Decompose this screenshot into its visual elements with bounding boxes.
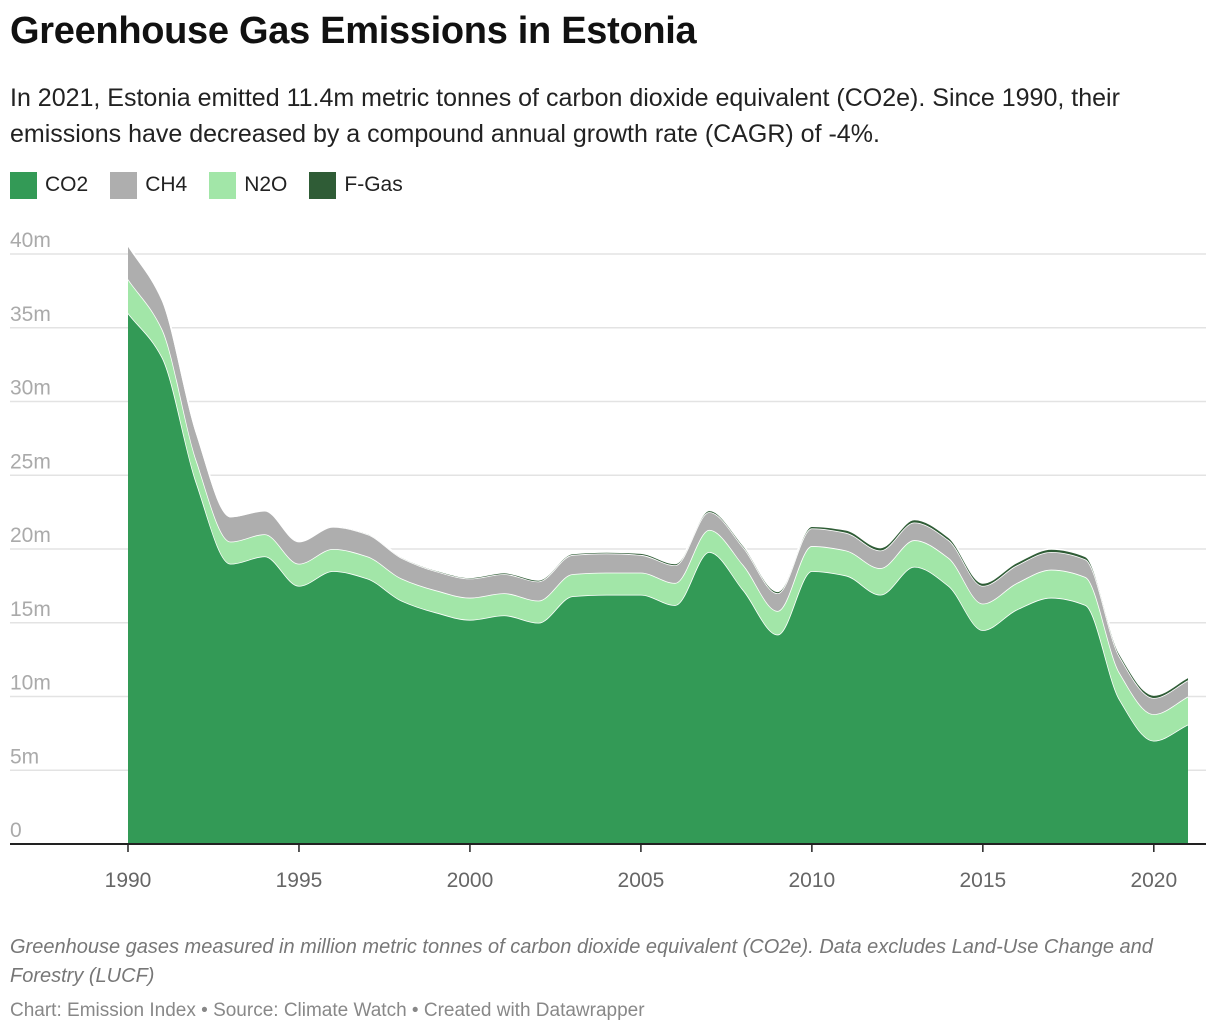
legend-item-n2o: N2O xyxy=(209,171,288,199)
legend-label-fgas: F-Gas xyxy=(344,173,403,196)
legend-swatch-co2 xyxy=(10,171,37,199)
y-tick-label: 15m xyxy=(10,598,51,621)
legend-item-fgas: F-Gas xyxy=(309,171,403,199)
x-axis: 1990 1995 2000 2005 2010 2015 2020 xyxy=(10,843,1206,892)
legend-label-n2o: N2O xyxy=(244,173,288,196)
x-tick-label: 2000 xyxy=(447,869,494,892)
legend-item-co2: CO2 xyxy=(10,171,89,199)
y-axis-ticks: 0 5m 10m 15m 20m 25m 30m 35m 40m xyxy=(10,229,51,842)
legend-swatch-ch4 xyxy=(110,171,138,199)
y-tick-label: 5m xyxy=(10,745,39,768)
chart-title: Greenhouse Gas Emissions in Estonia xyxy=(10,10,697,52)
y-tick-label: 0 xyxy=(10,819,22,842)
x-tick-label: 1995 xyxy=(276,869,323,892)
y-tick-label: 40m xyxy=(10,229,51,252)
x-tick-label: 1990 xyxy=(105,869,152,892)
x-tick-label: 2020 xyxy=(1130,869,1177,892)
legend-swatch-fgas xyxy=(309,171,337,199)
legend-label-ch4: CH4 xyxy=(145,173,188,196)
y-tick-label: 25m xyxy=(10,450,51,473)
legend-item-ch4: CH4 xyxy=(110,171,188,199)
y-tick-label: 20m xyxy=(10,524,51,547)
area-edge-fgas xyxy=(127,244,1189,696)
chart-legend: CO2 CH4 N2O F-Gas xyxy=(10,170,425,200)
chart-subtitle: In 2021, Estonia emitted 11.4m metric to… xyxy=(10,84,1120,148)
area-series xyxy=(127,244,1189,844)
x-tick-label: 2015 xyxy=(959,869,1006,892)
chart-credits: Chart: Emission Index • Source: Climate … xyxy=(10,1000,645,1021)
y-tick-label: 10m xyxy=(10,672,51,695)
chart-note: Greenhouse gases measured in million met… xyxy=(10,936,1153,987)
legend-swatch-n2o xyxy=(209,171,237,199)
y-tick-label: 35m xyxy=(10,303,51,326)
legend-label-co2: CO2 xyxy=(45,173,89,196)
area-co2 xyxy=(128,313,1188,844)
x-tick-label: 2010 xyxy=(789,869,836,892)
x-tick-label: 2005 xyxy=(618,869,665,892)
y-tick-label: 30m xyxy=(10,377,51,400)
stacked-area-chart: 0 5m 10m 15m 20m 25m 30m 35m 40m 1990 1995 2000 200… xyxy=(10,229,1206,892)
